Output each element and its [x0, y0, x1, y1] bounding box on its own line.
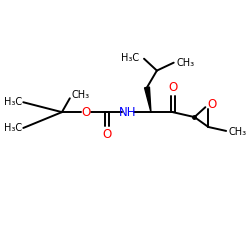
- Text: O: O: [208, 98, 217, 111]
- Polygon shape: [144, 87, 151, 112]
- Text: O: O: [168, 81, 177, 94]
- Text: H₃C: H₃C: [4, 97, 22, 107]
- Text: CH₃: CH₃: [177, 58, 195, 68]
- Text: H₃C: H₃C: [4, 123, 22, 133]
- Text: CH₃: CH₃: [228, 127, 246, 137]
- Text: NH: NH: [118, 106, 136, 119]
- Text: CH₃: CH₃: [72, 90, 90, 100]
- Text: H₃C: H₃C: [121, 53, 139, 63]
- Text: O: O: [103, 128, 112, 141]
- Text: O: O: [81, 106, 90, 119]
